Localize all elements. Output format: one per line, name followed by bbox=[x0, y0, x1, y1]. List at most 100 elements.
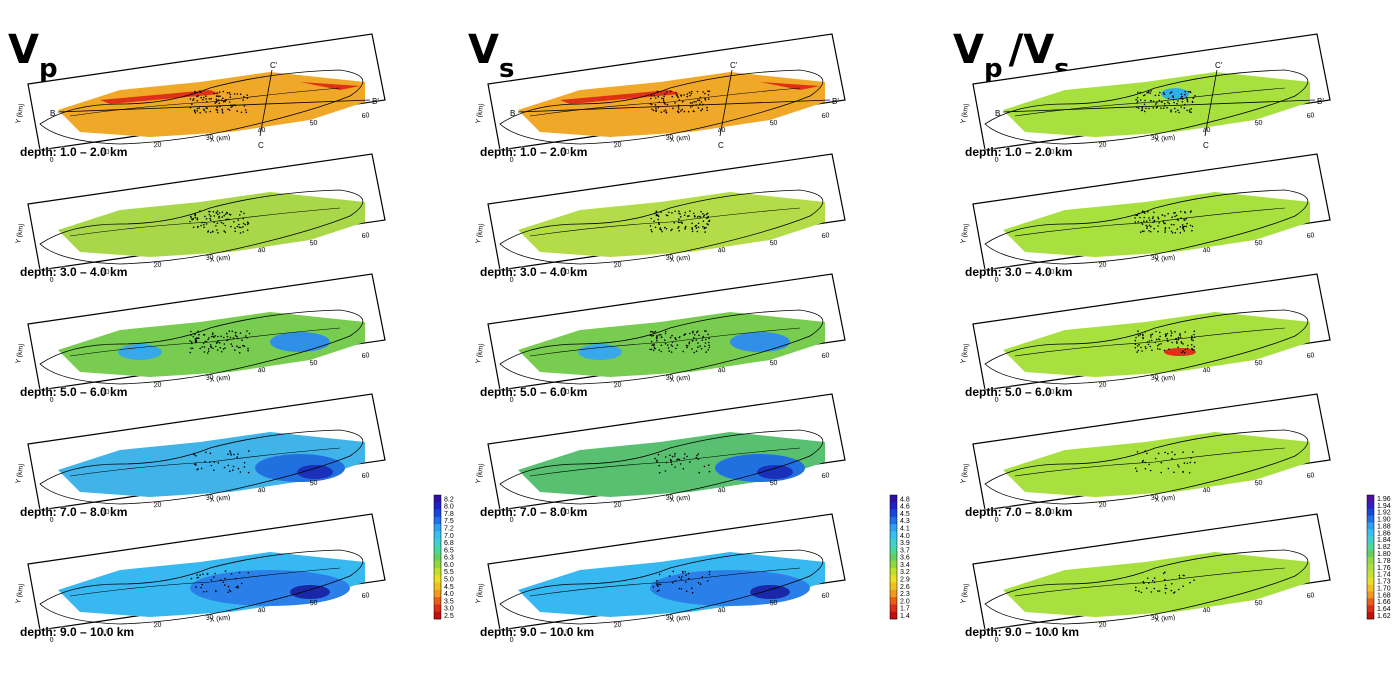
earthquake-dot bbox=[1170, 230, 1173, 233]
earthquake-dot bbox=[1139, 231, 1142, 233]
earthquake-dot bbox=[1183, 462, 1186, 464]
colorbar-swatch bbox=[1367, 605, 1374, 613]
earthquake-dot bbox=[654, 104, 657, 106]
earthquake-dot bbox=[649, 97, 652, 100]
earthquake-dot bbox=[702, 213, 704, 215]
x-tick-label: 50 bbox=[309, 239, 318, 247]
earthquake-dot bbox=[1136, 96, 1139, 99]
earthquake-dot bbox=[1153, 227, 1155, 230]
earthquake-dot bbox=[1158, 222, 1160, 224]
earthquake-dot bbox=[243, 212, 245, 215]
colorbar-label: 6.8 bbox=[444, 540, 454, 547]
contour-line bbox=[69, 567, 341, 597]
earthquake-dot bbox=[1193, 579, 1195, 581]
earthquake-dot bbox=[1189, 224, 1192, 227]
earthquake-dot bbox=[671, 345, 674, 348]
earthquake-dot bbox=[245, 111, 248, 114]
earthquake-dot bbox=[670, 461, 673, 464]
map-svg: 0 10 20 30 40 50 60 X (km) Y (km) bbox=[475, 393, 846, 524]
x-tick-label: 30 bbox=[1150, 254, 1159, 262]
x-tick-label: 50 bbox=[1254, 479, 1263, 487]
earthquake-dot bbox=[203, 108, 205, 111]
earthquake-dot bbox=[201, 583, 203, 586]
earthquake-dot bbox=[699, 583, 702, 585]
x-tick-label: 60 bbox=[361, 112, 370, 120]
velocity-anomaly bbox=[730, 332, 790, 352]
earthquake-dot bbox=[697, 107, 700, 109]
earthquake-dot bbox=[205, 98, 207, 100]
earthquake-dot bbox=[216, 229, 218, 231]
earthquake-dot bbox=[189, 98, 192, 100]
earthquake-dot bbox=[218, 215, 220, 218]
coastline bbox=[39, 189, 364, 265]
earthquake-dot bbox=[1163, 349, 1166, 352]
earthquake-dot bbox=[247, 572, 250, 574]
earthquake-dot bbox=[228, 218, 230, 221]
contour-line bbox=[529, 87, 801, 117]
earthquake-dot bbox=[218, 91, 221, 93]
x-tick-label: 0 bbox=[49, 156, 54, 163]
map-panel-vs-4: 0 10 20 30 40 50 60 X (km) Y (km) depth: 7.0 – 8.… bbox=[470, 392, 846, 524]
earthquake-dot bbox=[205, 111, 207, 113]
earthquake-dot bbox=[1143, 216, 1145, 219]
earthquake-dot bbox=[1162, 107, 1165, 109]
colorbar-swatch bbox=[434, 495, 441, 503]
earthquake-dot bbox=[698, 215, 700, 218]
x-tick-label: 20 bbox=[1098, 261, 1107, 269]
earthquake-dot bbox=[210, 579, 213, 581]
earthquake-dot bbox=[1146, 452, 1148, 455]
earthquake-dot bbox=[200, 96, 202, 99]
earthquake-dot bbox=[1157, 225, 1159, 227]
earthquake-dot bbox=[1148, 463, 1150, 466]
x-tick-label: 30 bbox=[205, 134, 214, 142]
earthquake-dot bbox=[1191, 348, 1194, 351]
earthquake-dot bbox=[1176, 340, 1178, 343]
earthquake-dot bbox=[1170, 334, 1172, 337]
earthquake-dot bbox=[669, 336, 672, 339]
colorbar-label: 6.5 bbox=[444, 547, 454, 554]
earthquake-dot bbox=[217, 99, 220, 101]
map-panel-vpvs-5: 0 10 20 30 40 50 60 X (km) Y (km) depth: 9.0 – 10… bbox=[955, 512, 1331, 644]
earthquake-dot bbox=[1160, 107, 1162, 109]
map-svg: 0 10 20 30 40 50 60 X (km) Y (km) bbox=[475, 273, 846, 404]
earthquake-dot bbox=[699, 345, 701, 347]
earthquake-dot bbox=[1164, 231, 1166, 233]
earthquake-dot bbox=[695, 339, 698, 341]
earthquake-dot bbox=[228, 589, 231, 591]
earthquake-dot bbox=[1175, 214, 1178, 217]
earthquake-dot bbox=[649, 334, 652, 337]
earthquake-dot bbox=[671, 95, 674, 98]
earthquake-dot bbox=[689, 94, 691, 97]
earthquake-dot bbox=[217, 95, 219, 97]
earthquake-dot bbox=[678, 229, 680, 232]
earthquake-dot bbox=[210, 335, 213, 338]
colorbar-label: 1.88 bbox=[1377, 523, 1391, 530]
earthquake-dot bbox=[1186, 109, 1188, 112]
earthquake-dot bbox=[1135, 214, 1137, 216]
earthquake-dot bbox=[1156, 101, 1158, 104]
colorbar-label: 4.0 bbox=[444, 591, 454, 598]
earthquake-dot bbox=[1178, 588, 1180, 591]
y-axis-label: Y (km) bbox=[15, 343, 25, 364]
map-svg: 0 10 20 30 40 50 60 X (km) Y (km) bbox=[475, 513, 846, 644]
earthquake-dot bbox=[708, 346, 711, 349]
colorbar-swatch bbox=[890, 538, 897, 547]
earthquake-dot bbox=[233, 221, 235, 223]
earthquake-dot bbox=[215, 95, 218, 97]
earthquake-dot bbox=[670, 229, 672, 232]
earthquake-dot bbox=[208, 461, 211, 463]
earthquake-dot bbox=[1180, 210, 1182, 213]
colorbar-label: 7.0 bbox=[444, 533, 454, 540]
earthquake-dot bbox=[687, 572, 690, 575]
earthquake-dot bbox=[651, 344, 653, 346]
x-axis-label: X (km) bbox=[669, 614, 690, 624]
earthquake-dot bbox=[238, 226, 241, 229]
x-tick-label: 50 bbox=[1254, 119, 1263, 127]
colorbar-swatch bbox=[434, 604, 441, 612]
earthquake-dot bbox=[702, 220, 705, 222]
earthquake-dot bbox=[692, 110, 695, 112]
earthquake-dot bbox=[658, 223, 661, 225]
colorbar-label: 2.0 bbox=[900, 598, 910, 605]
earthquake-dot bbox=[232, 337, 235, 339]
x-tick-label: 10 bbox=[101, 629, 110, 637]
